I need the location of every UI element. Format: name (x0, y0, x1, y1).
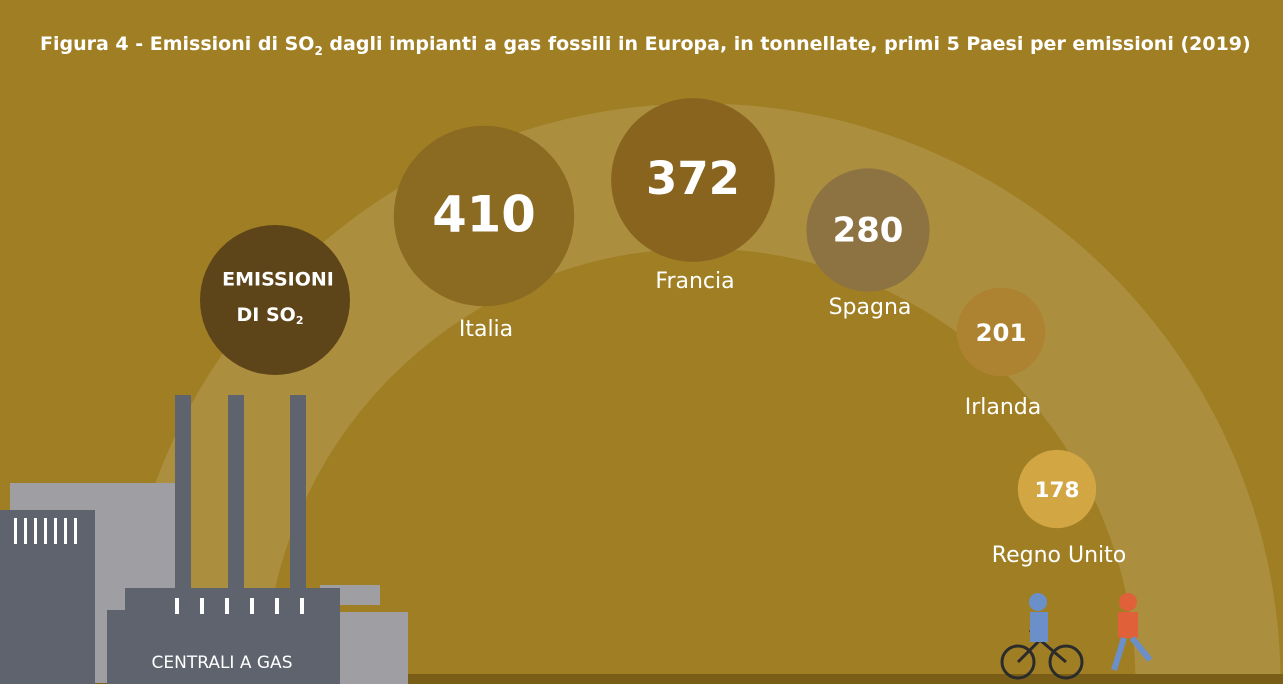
center-label: DI SO2 (237, 304, 304, 328)
value-label: 410 (432, 186, 536, 244)
value-label: 372 (646, 152, 740, 205)
value-label: 178 (1035, 478, 1080, 503)
factory-label: CENTRALI A GAS (152, 653, 293, 673)
category-label: Italia (459, 317, 513, 342)
category-label: Irlanda (965, 395, 1042, 420)
category-label: Francia (655, 269, 734, 294)
page: {"chart_data": {"type": "bubble", "title… (0, 0, 1283, 684)
value-label: 201 (976, 318, 1027, 347)
chart-title: Figura 4 - Emissioni di SO2 dagli impian… (40, 33, 1251, 58)
center-label-part: DI SO (237, 304, 296, 326)
title-part: dagli impianti a gas fossili in Europa, … (323, 33, 1251, 55)
title-part: Figura 4 - Emissioni di SO (40, 33, 314, 55)
center-label-sub: 2 (296, 314, 304, 327)
center-label: EMISSIONI (222, 269, 334, 291)
center-circle (200, 225, 350, 375)
value-label: 280 (833, 211, 904, 250)
category-label: Spagna (829, 295, 912, 320)
chart: Figura 4 - Emissioni di SO2 dagli impian… (0, 0, 1283, 684)
category-label: Regno Unito (992, 543, 1126, 568)
title-sub: 2 (314, 44, 322, 58)
